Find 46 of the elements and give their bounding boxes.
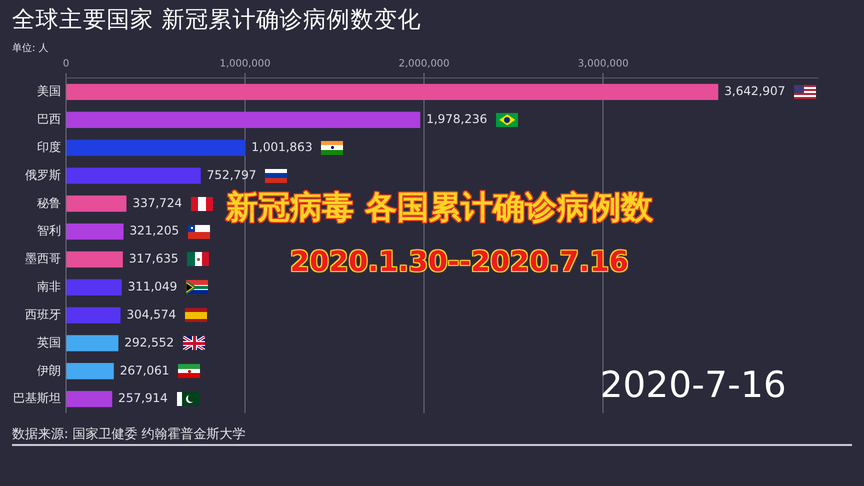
y-tick-label: 俄罗斯 bbox=[25, 168, 61, 182]
bar bbox=[66, 307, 121, 324]
y-tick-label: 印度 bbox=[37, 140, 61, 154]
bar bbox=[66, 140, 246, 156]
data-label: 321,205 bbox=[130, 224, 180, 238]
data-label: 317,635 bbox=[128, 252, 178, 266]
chart-title: 全球主要国家 新冠累计确诊病例数变化 bbox=[12, 6, 422, 35]
bar bbox=[66, 168, 201, 184]
data-label: 3,642,907 bbox=[724, 84, 786, 98]
y-tick-label: 英国 bbox=[37, 335, 61, 350]
bar bbox=[66, 390, 112, 408]
bar bbox=[66, 279, 122, 296]
bar bbox=[66, 251, 123, 268]
bar bbox=[66, 112, 420, 128]
data-label: 257,914 bbox=[118, 391, 168, 406]
y-tick-label: 巴西 bbox=[37, 112, 61, 126]
data-label: 292,552 bbox=[124, 335, 174, 350]
y-tick-label: 美国 bbox=[37, 84, 61, 98]
y-tick-label: 智利 bbox=[37, 224, 61, 238]
data-label: 311,049 bbox=[128, 280, 178, 294]
annotation: 2020-7-16 bbox=[600, 364, 786, 408]
bar bbox=[66, 335, 118, 352]
bar bbox=[66, 84, 718, 100]
annotation: 新冠病毒 各国累计确诊病例数 bbox=[226, 188, 654, 226]
x-tick-label: 1,000,000 bbox=[220, 58, 270, 70]
data-label: 1,978,236 bbox=[426, 112, 488, 126]
y-tick-label: 伊朗 bbox=[37, 363, 61, 378]
x-tick-label: 0 bbox=[62, 58, 70, 70]
y-tick-label: 西班牙 bbox=[25, 307, 61, 322]
bar bbox=[66, 196, 126, 212]
y-tick-label: 南非 bbox=[37, 280, 61, 294]
data-label: 752,797 bbox=[206, 168, 256, 182]
y-tick-label: 巴基斯坦 bbox=[13, 391, 61, 406]
bar bbox=[66, 223, 124, 240]
data-label: 337,724 bbox=[132, 196, 182, 210]
bar bbox=[66, 363, 114, 380]
data-label: 304,574 bbox=[126, 307, 176, 322]
chart-subtitle: 单位: 人 bbox=[12, 42, 49, 56]
y-tick-label: 秘鲁 bbox=[37, 196, 61, 210]
x-tick-label: 3,000,000 bbox=[578, 58, 629, 70]
annotation: 2020.1.30--2020.7.16 bbox=[290, 244, 629, 280]
y-tick-label: 墨西哥 bbox=[25, 252, 61, 266]
source-note: 数据来源: 国家卫健委 约翰霍普金斯大学 bbox=[12, 427, 246, 443]
data-label: 1,001,863 bbox=[251, 140, 312, 154]
x-tick-label: 2,000,000 bbox=[398, 58, 450, 70]
data-label: 267,061 bbox=[120, 363, 170, 378]
